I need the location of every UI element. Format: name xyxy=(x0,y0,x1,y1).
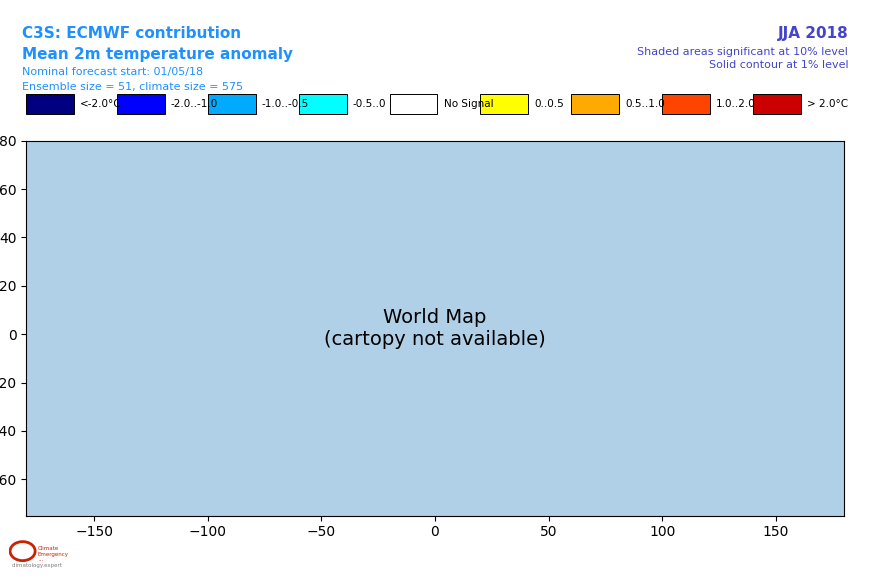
Bar xyxy=(298,94,346,114)
Text: Climate
Emergency
...: Climate Emergency ... xyxy=(38,546,69,563)
Text: climatology.expert: climatology.expert xyxy=(12,563,63,568)
Text: No Signal: No Signal xyxy=(443,99,493,109)
Bar xyxy=(571,94,619,114)
Text: > 2.0°C: > 2.0°C xyxy=(806,99,847,109)
Text: C3S: ECMWF contribution: C3S: ECMWF contribution xyxy=(22,26,241,42)
Bar xyxy=(753,94,800,114)
Text: -1.0..-0.5: -1.0..-0.5 xyxy=(262,99,308,109)
Bar xyxy=(389,94,437,114)
Text: -0.5..0: -0.5..0 xyxy=(352,99,386,109)
Text: Nominal forecast start: 01/05/18: Nominal forecast start: 01/05/18 xyxy=(22,67,202,77)
Bar xyxy=(208,94,255,114)
Text: Mean 2m temperature anomaly: Mean 2m temperature anomaly xyxy=(22,47,292,62)
Bar xyxy=(661,94,709,114)
Bar xyxy=(116,94,164,114)
Text: 0.5..1.0: 0.5..1.0 xyxy=(625,99,664,109)
Bar xyxy=(480,94,527,114)
Bar xyxy=(26,94,74,114)
Text: JJA 2018: JJA 2018 xyxy=(777,26,847,42)
Text: <-2.0°C: <-2.0°C xyxy=(80,99,122,109)
Text: Shaded areas significant at 10% level: Shaded areas significant at 10% level xyxy=(637,47,847,57)
Text: Solid contour at 1% level: Solid contour at 1% level xyxy=(708,60,847,70)
Text: Ensemble size = 51, climate size = 575: Ensemble size = 51, climate size = 575 xyxy=(22,82,242,92)
Text: 1.0..2.0: 1.0..2.0 xyxy=(715,99,755,109)
Text: -2.0..-1.0: -2.0..-1.0 xyxy=(170,99,218,109)
Text: World Map
(cartopy not available): World Map (cartopy not available) xyxy=(324,308,545,349)
Text: 0..0.5: 0..0.5 xyxy=(534,99,563,109)
